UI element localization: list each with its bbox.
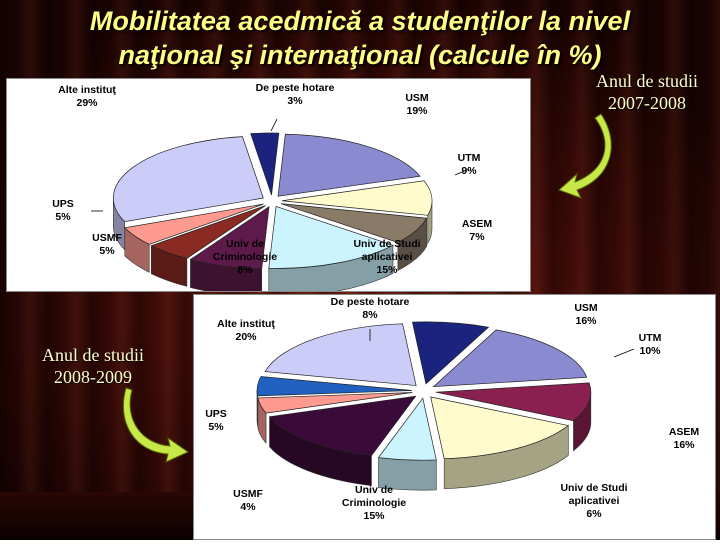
slice-value-0: 8% (362, 309, 378, 321)
slice-value-2: 9% (461, 165, 477, 177)
slice-name-0: De peste hotare (256, 82, 335, 94)
pie-slice-1 (432, 329, 588, 388)
year-value-2007: 2007-2008 (608, 93, 686, 113)
slice-name-7: UPS (205, 408, 227, 420)
slice-name-2: UTM (458, 152, 481, 164)
slice-name-5-b: Criminologie (342, 497, 406, 509)
pie-slice-7 (256, 376, 413, 397)
slice-name-5: Univ de (226, 238, 264, 250)
slice-value-6: 5% (99, 245, 115, 257)
year-label-2007: Anul de studii (596, 71, 698, 91)
slice-name-4: Univ de Studi (353, 238, 420, 250)
slice-name-8: Alte instituţ (217, 318, 275, 330)
pie-slice-5 (268, 395, 417, 457)
leader-line-2 (454, 168, 470, 176)
pie-slice-4 (268, 206, 394, 269)
slice-name-0: De peste hotare (331, 296, 410, 308)
curved-arrow-icon-2 (122, 387, 190, 463)
slice-value-6: 4% (240, 501, 256, 513)
slice-value-7: 5% (55, 211, 71, 223)
slice-name-3: ASEM (462, 218, 493, 230)
pie-chart-2008: De peste hotare8%USM16%UTM10%ASEM16%Univ… (205, 296, 700, 522)
slice-name-4: Univ de Studi (560, 482, 627, 494)
title-line-1: Mobilitatea acedmică a studenţilor la ni… (89, 6, 631, 36)
pie-slice-8 (112, 136, 264, 223)
slice-name-4-b: aplicativei (569, 495, 620, 507)
slice-value-0: 3% (287, 95, 303, 107)
pie-slice-3 (430, 396, 570, 460)
title-line-2: naţional şi internaţional (calcule în %) (118, 40, 602, 70)
slice-name-6: USMF (92, 232, 122, 244)
year-caption-2007: Anul de studii 2007-2008 (572, 70, 720, 114)
slice-name-8: Alte instituţ (58, 84, 116, 96)
pie-slice-5 (189, 206, 270, 270)
slice-name-5: Univ de (355, 484, 393, 496)
pie-slice-6 (257, 392, 413, 414)
pie-slice-0 (412, 321, 490, 385)
pie-slice-7 (124, 203, 264, 245)
pie-chart-2007-panel: De peste hotare 3% USM 19% UTM 9% ASEM 7% Univ d… (6, 78, 531, 297)
slice-value-7: 5% (208, 421, 224, 433)
pie-chart-2008-panel: De peste hotare 8% USM 16% UTM 10% ASEM 16% Univ… (193, 294, 716, 540)
pie-slice-2 (281, 180, 433, 216)
leader-line-0 (270, 118, 278, 132)
slice-value-5: 8% (237, 264, 253, 276)
slice-value-3: 16% (673, 439, 695, 451)
slice-name-2: UTM (639, 332, 662, 344)
curved-arrow-icon (558, 113, 612, 199)
slice-name-7: UPS (52, 198, 74, 210)
slice-name-1: USM (405, 92, 429, 104)
slice-name-5-b: Criminologie (213, 251, 277, 263)
slice-value-3: 7% (469, 231, 485, 243)
pie-slice-8 (264, 323, 417, 386)
slice-name-1: USM (574, 302, 598, 314)
slice-name-3: ASEM (669, 426, 700, 438)
slice-value-1: 19% (406, 105, 428, 117)
slice-value-8: 20% (235, 331, 257, 343)
slice-value-1: 16% (575, 315, 597, 327)
slide-title: Mobilitatea acedmică a studenţilor la ni… (0, 4, 720, 72)
pie-slice-6 (150, 205, 266, 259)
leader-line-2 (613, 348, 635, 358)
slice-value-4: 6% (586, 508, 602, 520)
pie-slice-0 (250, 132, 280, 196)
slice-value-8: 29% (76, 97, 98, 109)
slice-value-5: 15% (363, 510, 385, 522)
pie-slice-3 (280, 203, 428, 243)
slice-value-4: 15% (376, 264, 398, 276)
year-caption-2008: Anul de studii 2008-2009 (18, 344, 168, 388)
pie-slice-4 (377, 397, 437, 461)
year-label-2008: Anul de studii (42, 345, 144, 365)
pie-slice-2 (435, 382, 592, 422)
slice-value-2: 10% (639, 345, 661, 357)
slice-name-6: USMF (233, 488, 263, 500)
pie-slice-1 (277, 133, 421, 197)
year-value-2008: 2008-2009 (54, 367, 132, 387)
slice-name-4-b: aplicativei (362, 251, 413, 263)
